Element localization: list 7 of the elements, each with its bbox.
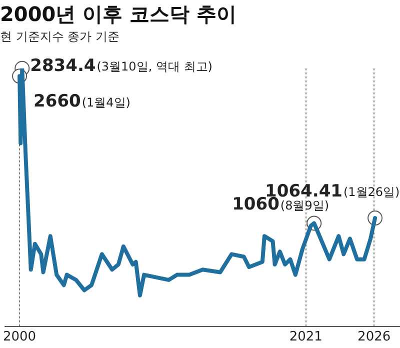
- annotation: 2834.4(3월10일, 역대 최고): [30, 56, 212, 76]
- x-tick-label: 2021: [289, 330, 322, 345]
- annotation: 2660(1월4일): [34, 92, 130, 112]
- x-tick-label: 2000: [2, 330, 36, 345]
- x-tick-label: 2026: [358, 330, 391, 345]
- chart-subtitle: 현 기준지수 종가 기준: [0, 29, 120, 44]
- chart-title: 2000년 이후 코스닥 추이: [0, 2, 237, 26]
